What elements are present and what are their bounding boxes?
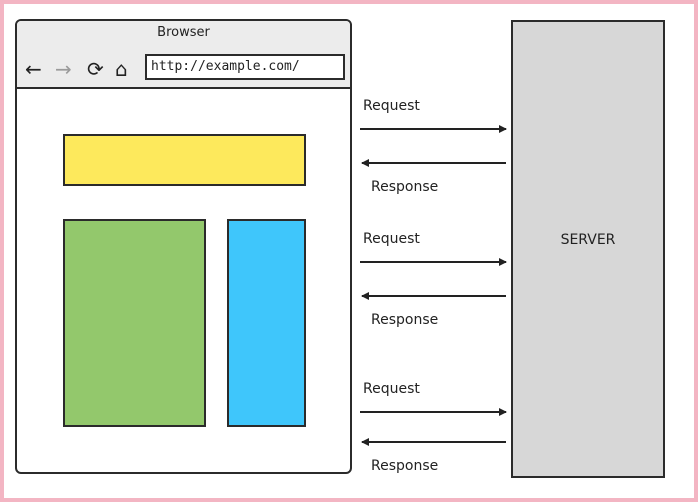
response-label-3: Response xyxy=(371,458,439,474)
address-bar[interactable]: http://example.com/ xyxy=(145,54,345,80)
request-label-1: Request xyxy=(363,98,420,114)
browser-toolbar: Browser ← → ⟳ ⌂ http://example.com/ xyxy=(17,21,350,89)
request-response-arrows xyxy=(360,125,507,446)
server-box: SERVER xyxy=(511,20,665,478)
browser-window: Browser ← → ⟳ ⌂ http://example.com/ xyxy=(15,19,352,474)
page-header-block xyxy=(63,134,306,186)
back-arrow-icon[interactable]: ← xyxy=(25,57,42,81)
response-label-2: Response xyxy=(371,312,439,328)
request-label-2: Request xyxy=(363,231,420,247)
response-label-1: Response xyxy=(371,179,439,195)
request-label-3: Request xyxy=(363,381,420,397)
forward-arrow-icon[interactable]: → xyxy=(55,57,72,81)
diagram-canvas: Browser ← → ⟳ ⌂ http://example.com/ Requ… xyxy=(4,4,694,498)
page-sidebar-block xyxy=(227,219,306,427)
browser-title: Browser xyxy=(157,25,210,40)
page-main-content-block xyxy=(63,219,206,427)
home-icon[interactable]: ⌂ xyxy=(115,57,128,81)
server-label: SERVER xyxy=(560,232,616,248)
reload-icon[interactable]: ⟳ xyxy=(87,57,104,81)
